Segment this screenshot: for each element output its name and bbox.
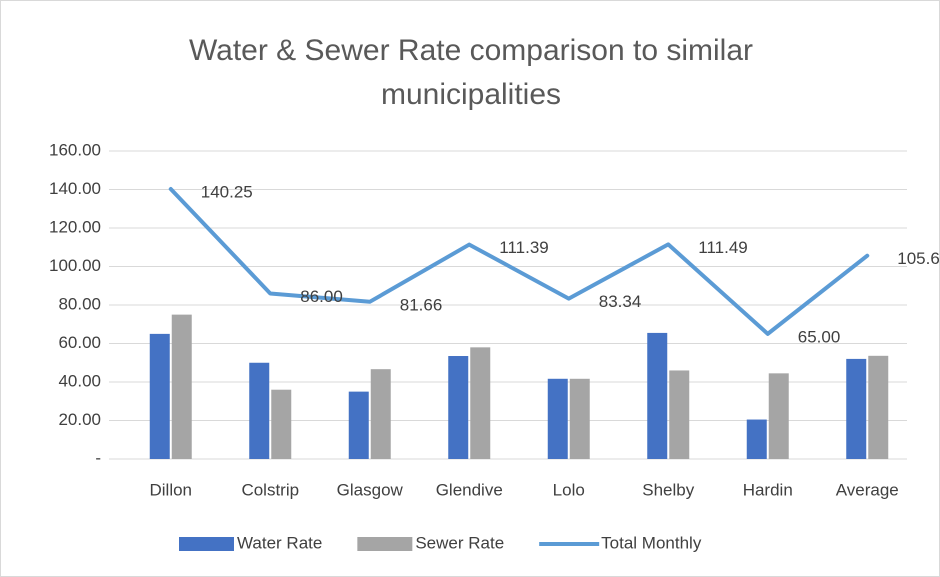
x-tick-label: Glendive <box>436 480 503 499</box>
data-label: 81.66 <box>400 295 443 314</box>
legend-swatch <box>357 537 413 551</box>
bar <box>669 370 690 459</box>
y-tick-label: 40.00 <box>58 371 101 390</box>
bar <box>249 362 270 459</box>
y-tick-label: 120.00 <box>49 217 101 236</box>
x-tick-label: Hardin <box>743 480 793 499</box>
y-tick-label: 160.00 <box>49 140 101 159</box>
bar <box>149 333 170 459</box>
line-series <box>168 187 870 336</box>
y-tick-label: 80.00 <box>58 294 101 313</box>
bar <box>171 314 192 459</box>
y-tick-label: 140.00 <box>49 179 101 198</box>
bar <box>348 391 369 459</box>
legend-label: Sewer Rate <box>415 533 504 552</box>
chart-title: Water & Sewer Rate comparison to similar… <box>188 34 754 111</box>
bar <box>569 378 590 459</box>
y-tick-label: 60.00 <box>58 333 101 352</box>
data-label: 105.62 <box>897 249 939 268</box>
y-tick-label: 100.00 <box>49 256 101 275</box>
data-label: 140.25 <box>201 183 253 202</box>
bar <box>370 369 391 459</box>
x-tick-label: Colstrip <box>241 480 299 499</box>
data-label: 111.49 <box>698 238 747 257</box>
legend-label: Total Monthly <box>601 533 702 552</box>
bar <box>271 389 292 459</box>
y-tick-label: 20.00 <box>58 410 101 429</box>
y-tick-label: - <box>95 448 101 467</box>
x-tick-label: Lolo <box>553 480 585 499</box>
bar <box>647 332 668 459</box>
bar <box>768 373 789 459</box>
legend-label: Water Rate <box>237 533 322 552</box>
bar <box>846 358 867 459</box>
data-label: 111.39 <box>499 238 548 257</box>
bar <box>547 378 568 459</box>
x-tick-label: Glasgow <box>337 480 404 499</box>
data-label: 83.34 <box>599 292 642 311</box>
bar <box>868 355 889 459</box>
legend-swatch <box>179 537 234 551</box>
data-label: 86.00 <box>300 287 343 306</box>
data-label: 65.00 <box>798 327 841 346</box>
bar <box>746 419 767 459</box>
x-tick-label: Dillon <box>149 480 192 499</box>
bar <box>470 347 491 459</box>
x-tick-label: Shelby <box>642 480 694 499</box>
x-tick-label: Average <box>836 480 899 499</box>
bar <box>448 356 469 459</box>
